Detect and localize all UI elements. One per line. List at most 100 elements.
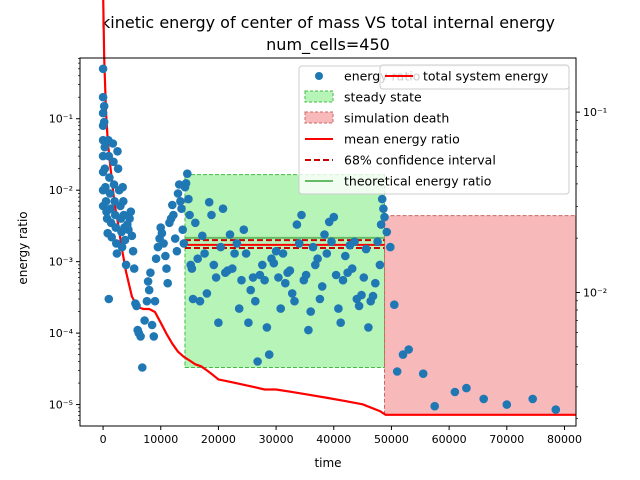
- energy-ratio-point: [100, 142, 110, 152]
- legend-simulation-death-label: simulation death: [344, 111, 449, 126]
- energy-ratio-point: [188, 294, 198, 304]
- x-tick-label: 20000: [201, 433, 236, 446]
- energy-ratio-points-layer: [98, 64, 561, 414]
- energy-ratio-point: [368, 291, 378, 301]
- energy-ratio-point: [147, 320, 157, 330]
- y-tick-label: 10⁻⁴: [49, 327, 74, 340]
- energy-ratio-point: [306, 307, 316, 316]
- energy-ratio-point: [551, 405, 561, 414]
- legend-secondary-box: [379, 64, 570, 90]
- energy-ratio-point: [392, 367, 402, 376]
- y2-axis-ticks: 10⁻² 10⁻¹: [576, 106, 607, 419]
- energy-ratio-point: [140, 316, 149, 325]
- legend-secondary: total system energy: [379, 64, 570, 90]
- energy-ratio-point: [108, 139, 118, 148]
- energy-ratio-point: [157, 228, 167, 238]
- energy-ratio-point: [357, 290, 366, 300]
- energy-ratio-point: [450, 387, 460, 397]
- energy-ratio-point: [331, 270, 341, 280]
- y-tick-label: 10⁻¹: [49, 113, 73, 126]
- energy-ratio-point: [404, 345, 414, 354]
- energy-ratio-point: [181, 179, 191, 188]
- energy-ratio-point: [159, 239, 168, 248]
- energy-ratio-point: [386, 242, 395, 252]
- energy-ratio-point: [317, 282, 327, 291]
- energy-ratio-point: [177, 204, 186, 213]
- energy-ratio-point: [502, 400, 512, 409]
- energy-ratio-point: [373, 237, 382, 246]
- energy-ratio-point: [430, 401, 440, 411]
- x-tick-label: 50000: [374, 433, 409, 446]
- energy-ratio-point: [301, 270, 311, 280]
- energy-ratio-point: [118, 182, 127, 192]
- energy-ratio-point: [359, 273, 369, 282]
- energy-ratio-point: [98, 92, 108, 102]
- energy-ratio-point: [274, 273, 283, 282]
- energy-ratio-point: [146, 268, 155, 278]
- energy-ratio-point: [110, 197, 119, 206]
- energy-ratio-point: [120, 235, 130, 245]
- energy-ratio-point: [334, 304, 343, 313]
- energy-ratio-point: [119, 197, 128, 206]
- energy-ratio-point: [264, 350, 274, 359]
- energy-ratio-point: [101, 197, 111, 206]
- legend-steady-state-patch: [304, 90, 334, 103]
- energy-ratio-point: [99, 117, 109, 127]
- energy-ratio-point: [129, 264, 139, 273]
- energy-ratio-point: [176, 197, 185, 206]
- chart-title: kinetic energy of center of mass VS tota…: [101, 13, 555, 32]
- energy-ratio-point: [193, 254, 202, 263]
- energy-ratio-point: [163, 278, 172, 288]
- energy-ratio-point: [287, 289, 297, 298]
- energy-ratio-point: [101, 182, 110, 192]
- energy-ratio-point: [117, 242, 127, 252]
- energy-ratio-point: [107, 232, 116, 242]
- energy-ratio-point: [418, 369, 428, 379]
- y2-tick-label: 10⁻²: [583, 287, 607, 300]
- energy-ratio-point: [144, 285, 154, 295]
- energy-ratio-point: [169, 210, 178, 220]
- region-simulation-death: [384, 215, 577, 416]
- energy-ratio-point: [104, 294, 114, 304]
- energy-ratio-point: [187, 264, 197, 273]
- energy-ratio-point: [138, 363, 147, 372]
- energy-ratio-point: [371, 278, 380, 288]
- energy-ratio-point: [322, 249, 332, 258]
- energy-ratio-point: [168, 200, 177, 210]
- energy-ratio-point: [241, 249, 251, 258]
- energy-ratio-point: [278, 249, 288, 258]
- legend-simulation-death-patch: [304, 111, 334, 124]
- energy-ratio-point: [262, 323, 272, 332]
- x-axis-ticks: 0 10000 20000 30000 40000 50000 60000 70000 8000…: [100, 426, 582, 446]
- energy-ratio-point: [136, 332, 145, 341]
- energy-ratio-point: [184, 194, 193, 204]
- energy-ratio-point: [375, 260, 385, 270]
- energy-ratio-point: [218, 204, 228, 213]
- x-tick-label: 80000: [547, 433, 582, 446]
- energy-ratio-point: [230, 249, 239, 258]
- energy-ratio-point: [127, 231, 137, 241]
- energy-ratio-point: [380, 212, 389, 222]
- energy-ratio-point: [195, 296, 205, 306]
- energy-ratio-point: [297, 210, 306, 220]
- energy-ratio-point: [149, 332, 159, 341]
- y2-tick-label: 10⁻¹: [583, 106, 607, 119]
- energy-ratio-point: [128, 246, 138, 256]
- energy-ratio-point: [204, 197, 214, 207]
- energy-ratio-point: [99, 101, 109, 111]
- energy-ratio-point: [462, 383, 471, 393]
- legend-steady-state-label: steady state: [344, 90, 422, 105]
- energy-ratio-point: [327, 237, 336, 246]
- energy-ratio-point: [253, 357, 262, 366]
- energy-ratio-point: [336, 318, 346, 328]
- energy-ratio-point: [142, 296, 152, 306]
- chart-subtitle: num_cells=450: [266, 35, 390, 55]
- energy-ratio-point: [98, 108, 108, 118]
- energy-ratio-point: [258, 260, 267, 270]
- energy-ratio-point: [109, 157, 118, 167]
- energy-ratio-point: [237, 275, 246, 285]
- energy-ratio-point: [216, 242, 225, 252]
- energy-ratio-point: [143, 277, 153, 286]
- energy-ratio-point: [178, 225, 187, 234]
